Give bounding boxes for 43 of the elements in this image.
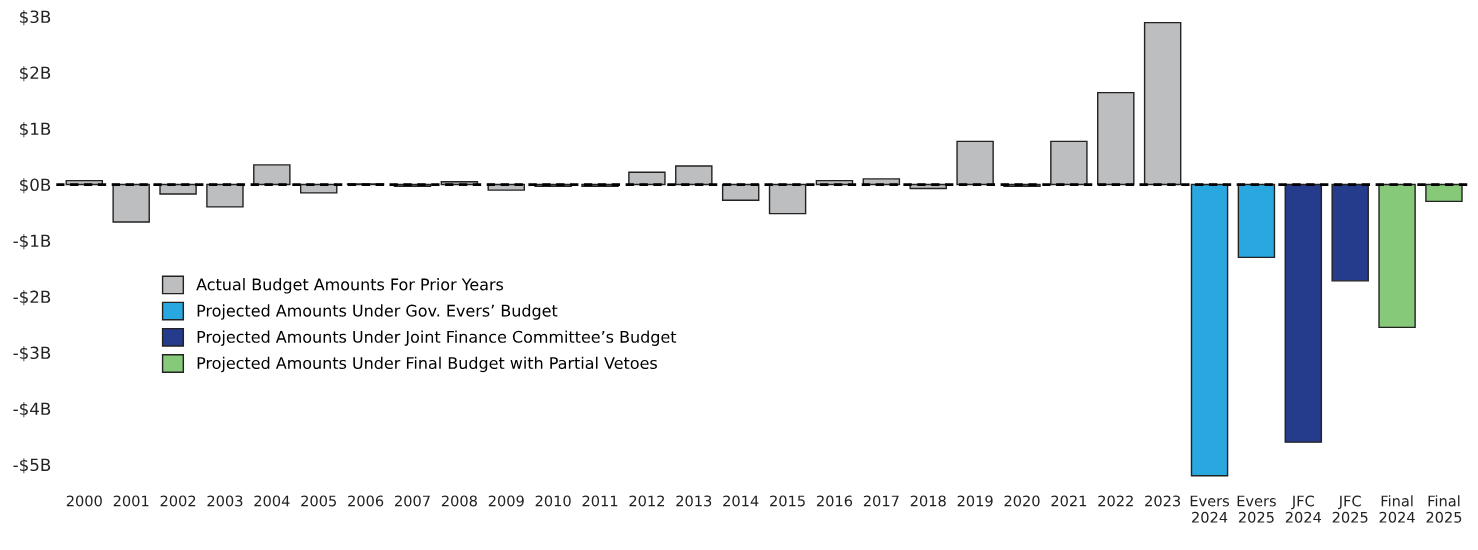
y-tick-label: -$4B	[13, 402, 51, 418]
x-tick-label: 2016	[816, 495, 853, 507]
x-tick-label: 2004	[254, 495, 290, 507]
x-tick-label: 2006	[348, 495, 384, 507]
x-tick-label: 2023	[1145, 495, 1181, 507]
x-tick-label: 2022	[1098, 495, 1133, 507]
x-tick-label: 2019	[957, 495, 993, 507]
x-tick-label: 2007	[395, 495, 430, 507]
x-tick-label: 2010	[535, 495, 571, 507]
y-tick-label: -$2B	[13, 290, 51, 306]
legend-label: Projected Amounts Under Joint Finance Committee’s Budget	[197, 330, 677, 346]
x-tick-label: 2013	[676, 495, 712, 507]
x-tick-label: Final 2024	[1379, 495, 1415, 523]
legend-label: Actual Budget Amounts For Prior Years	[196, 278, 504, 294]
x-tick-label: Evers 2025	[1237, 495, 1276, 523]
x-tick-label: 2001	[113, 495, 149, 507]
x-tick-label: JFC 2024	[1285, 495, 1322, 523]
x-tick-label: Final 2025	[1426, 495, 1462, 523]
legend-label: Projected Amounts Under Final Budget with Partial Vetoes	[197, 356, 657, 373]
y-tick-label: $3B	[20, 10, 51, 26]
x-tick-label: 2014	[723, 495, 759, 507]
y-tick-label: -$5B	[13, 458, 51, 474]
y-tick-label: $2B	[20, 66, 51, 82]
x-tick-label: 2002	[160, 495, 196, 507]
y-tick-label: $0B	[20, 178, 51, 194]
x-tick-label: 2009	[488, 495, 524, 507]
x-tick-label: 2018	[910, 495, 946, 507]
x-tick-label: 2017	[863, 495, 899, 507]
x-tick-label: Evers 2024	[1190, 495, 1230, 523]
x-tick-label: 2020	[1004, 495, 1040, 507]
x-tick-label: 2015	[770, 495, 805, 507]
x-tick-label: 2008	[441, 495, 477, 507]
x-tick-label: 2003	[207, 495, 243, 507]
x-tick-label: 2011	[582, 495, 618, 507]
x-tick-label: 2012	[629, 495, 665, 507]
x-tick-label: 2021	[1051, 495, 1087, 507]
y-tick-label: $1B	[20, 122, 51, 138]
x-tick-label: 2000	[66, 495, 102, 507]
y-tick-label: -$1B	[13, 234, 51, 250]
x-tick-label: JFC 2025	[1332, 495, 1368, 523]
x-tick-label: 2005	[301, 495, 336, 507]
legend-label: Projected Amounts Under Gov. Evers’ Budget	[197, 304, 558, 320]
y-tick-label: -$3B	[13, 346, 51, 362]
